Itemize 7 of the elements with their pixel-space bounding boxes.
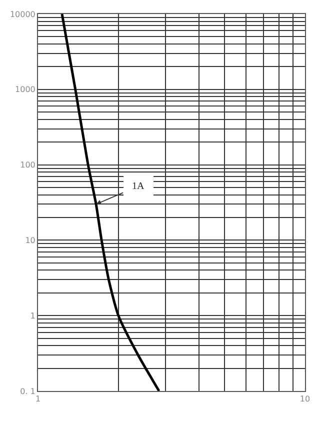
y-tick-label: 0. 1	[20, 386, 36, 396]
y-tick-label: 1000	[15, 85, 36, 94]
y-tick-label: 100	[20, 160, 36, 170]
y-tick-label: 10000	[10, 10, 36, 19]
annotation: 1A	[132, 181, 145, 192]
y-tick-label: 10	[25, 236, 36, 245]
y-tick-label: 1	[30, 311, 36, 320]
